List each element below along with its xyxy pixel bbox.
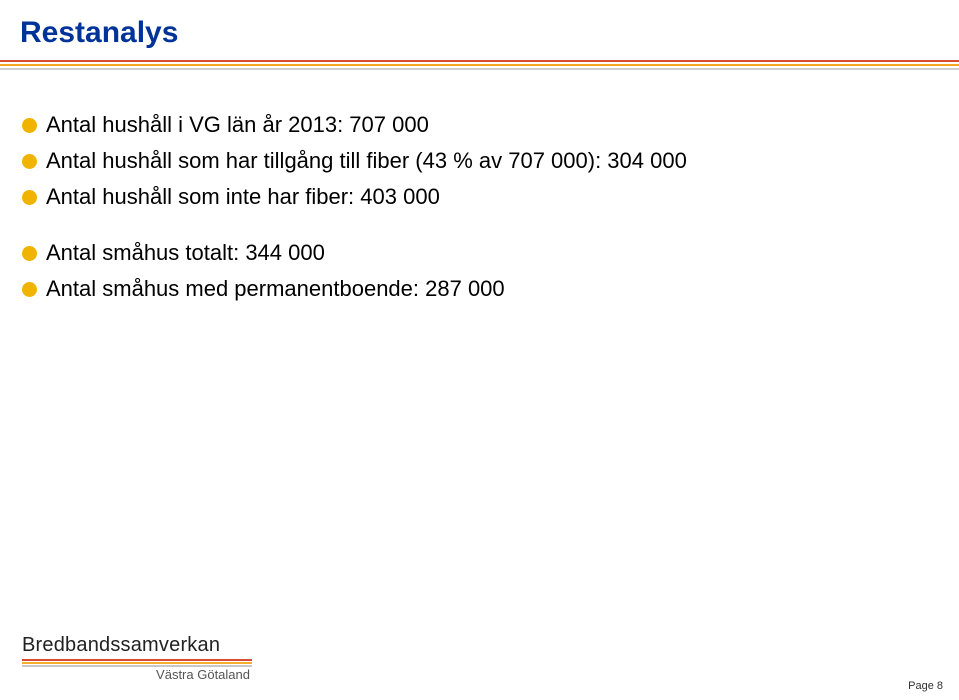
list-item: Antal småhus totalt: 344 000 <box>22 240 919 266</box>
page-number: Page 8 <box>908 680 943 692</box>
bullet-icon <box>22 118 37 133</box>
list-item: Antal hushåll som har tillgång till fibe… <box>22 148 919 174</box>
logo-subtitle: Västra Götaland <box>22 667 252 682</box>
bullet-list: Antal hushåll i VG län år 2013: 707 000 … <box>22 112 919 312</box>
bullet-text: Antal småhus totalt: 344 000 <box>46 240 325 266</box>
logo-rule-red <box>22 659 252 661</box>
bullet-icon <box>22 246 37 261</box>
logo-rule-orange <box>22 662 252 664</box>
list-item: Antal småhus med permanentboende: 287 00… <box>22 276 919 302</box>
bullet-icon <box>22 154 37 169</box>
bullet-text: Antal hushåll i VG län år 2013: 707 000 <box>46 112 429 138</box>
rule-red <box>0 60 959 62</box>
bullet-text: Antal hushåll som inte har fiber: 403 00… <box>46 184 440 210</box>
list-item: Antal hushåll som inte har fiber: 403 00… <box>22 184 919 210</box>
list-item: Antal hushåll i VG län år 2013: 707 000 <box>22 112 919 138</box>
bullet-text: Antal småhus med permanentboende: 287 00… <box>46 276 505 302</box>
bullet-icon <box>22 282 37 297</box>
rule-orange <box>0 64 959 66</box>
bullet-icon <box>22 190 37 205</box>
page-title: Restanalys <box>20 16 178 50</box>
logo-brand-text: Bredbandssamverkan <box>22 634 252 657</box>
footer-logo: Bredbandssamverkan Västra Götaland <box>22 634 252 682</box>
rule-gray <box>0 68 959 70</box>
logo-rules <box>22 659 252 667</box>
title-underline-rules <box>0 58 959 70</box>
bullet-text: Antal hushåll som har tillgång till fibe… <box>46 148 687 174</box>
